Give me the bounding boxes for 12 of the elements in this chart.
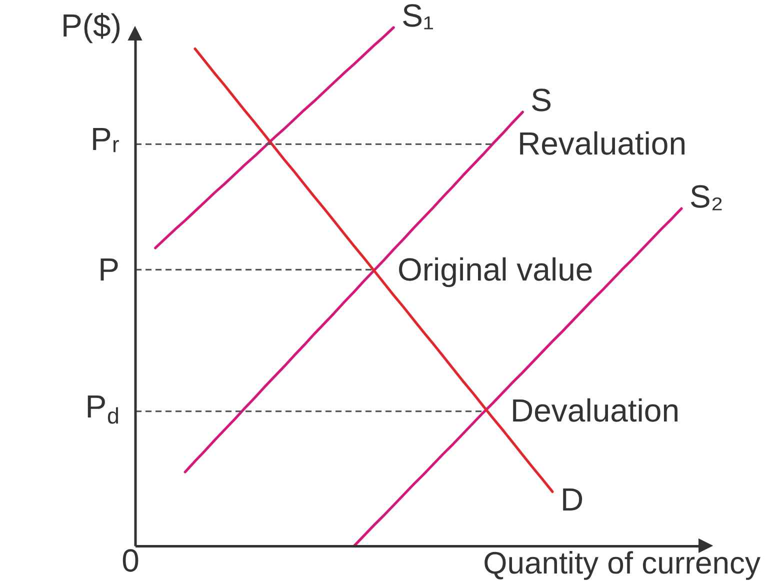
annotation: Revaluation [518,126,686,162]
series-label: S₂ [690,178,724,215]
y-axis-title: P($) [61,8,122,44]
x-axis-title: Quantity of currency [483,546,761,580]
series-label: S₁ [402,0,434,34]
annotation: 0 [122,542,140,578]
series-label: S [530,82,552,118]
series-label: P [98,252,120,288]
series-label: D [560,482,584,518]
annotation: Devaluation [510,392,680,428]
series-label: Pᵣ [90,121,120,158]
annotation: Original value [398,252,594,288]
